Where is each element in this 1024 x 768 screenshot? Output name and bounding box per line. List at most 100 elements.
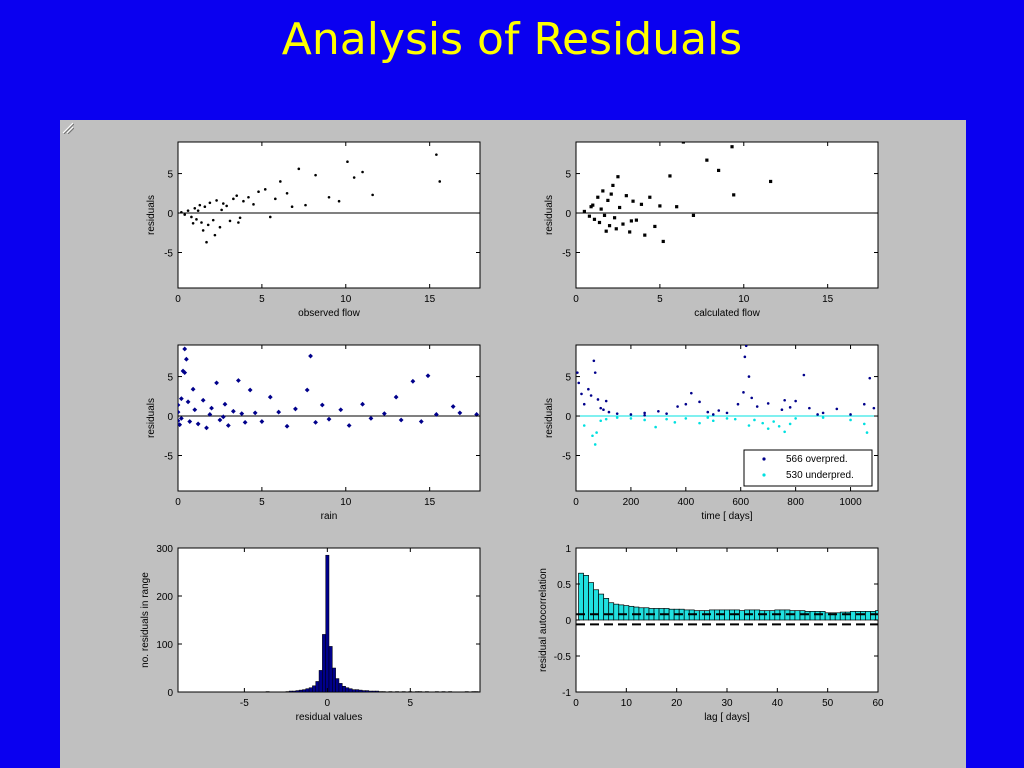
x-tick-label: 15 (424, 497, 436, 508)
data-point (346, 160, 349, 164)
x-tick-label: 0 (573, 497, 579, 508)
data-point (654, 425, 657, 429)
chart-rain: 0 5 10 15 5 0 -5 rain residuals (146, 344, 481, 522)
data-point (607, 410, 611, 414)
y-tick-label: -5 (164, 451, 173, 462)
data-point (628, 230, 632, 234)
data-point (257, 190, 260, 194)
data-point (808, 406, 811, 410)
data-point (668, 174, 672, 178)
data-point (717, 168, 721, 173)
data-point (196, 209, 200, 212)
data-point (213, 233, 217, 237)
histogram-bar (335, 678, 340, 692)
data-point (268, 215, 272, 219)
autocorrelation-bar (849, 611, 856, 621)
data-point (242, 419, 248, 425)
data-point (293, 406, 298, 412)
data-point (618, 205, 622, 210)
chart-acf: 0 10 20 30 40 50 60 1 0.5 0 -0.5 -1 lag [ days] resid… (538, 544, 884, 723)
data-point (186, 209, 190, 212)
histogram-bar (288, 690, 293, 692)
autocorrelation-bar (703, 610, 710, 621)
data-point (780, 408, 784, 412)
data-point (252, 410, 258, 416)
data-point (201, 229, 205, 232)
data-point (691, 213, 696, 217)
resize-grip-icon[interactable] (60, 120, 74, 134)
data-point (361, 170, 364, 174)
data-point (297, 167, 301, 171)
legend: 566 overpred. 530 underpred. (743, 449, 873, 487)
x-tick-label: 200 (623, 497, 640, 508)
data-point (217, 417, 223, 423)
data-point (629, 417, 633, 420)
x-axis-label: time [ days] (701, 511, 752, 522)
data-point (352, 176, 356, 179)
data-point (190, 386, 196, 392)
autocorrelation-bar (668, 608, 675, 621)
data-point (761, 421, 764, 425)
x-tick-label: 1000 (839, 497, 862, 508)
y-axis-label: no. residuals in range (140, 572, 151, 668)
x-tick-label: 800 (787, 497, 804, 508)
data-point (192, 407, 198, 413)
data-point (178, 418, 181, 424)
data-point (794, 417, 797, 420)
data-point (604, 417, 608, 421)
data-point (204, 425, 209, 431)
x-tick-label: 5 (408, 698, 414, 709)
data-point (337, 199, 341, 203)
data-point (675, 205, 679, 209)
histogram-bar (338, 683, 343, 692)
data-point (205, 240, 208, 244)
data-point (648, 195, 652, 199)
data-point (802, 373, 806, 377)
autocorrelation-bar (764, 610, 771, 621)
x-tick-label: -5 (240, 698, 249, 709)
data-point (209, 405, 214, 411)
data-point (239, 411, 245, 417)
autocorrelation-bar (598, 593, 605, 621)
autocorrelation-bar (698, 610, 705, 621)
data-point (195, 421, 201, 427)
data-point (657, 409, 660, 413)
data-point (215, 199, 218, 202)
data-point (198, 203, 202, 207)
data-point (225, 423, 231, 428)
data-point (313, 419, 318, 425)
histogram-bar (365, 690, 370, 692)
data-point (602, 213, 607, 217)
data-point (187, 419, 193, 424)
data-point (235, 194, 239, 197)
data-point (220, 414, 226, 420)
y-axis-label: residuals (146, 195, 157, 235)
data-point (195, 218, 198, 221)
data-point (725, 411, 729, 415)
autocorrelation-bar (593, 589, 599, 621)
data-point (753, 418, 756, 422)
data-point (326, 416, 332, 422)
data-point (591, 203, 595, 207)
x-tick-label: 50 (822, 698, 834, 709)
x-tick-label: 600 (732, 497, 749, 508)
data-point (717, 409, 721, 412)
x-tick-label: 60 (872, 698, 884, 709)
data-point (865, 431, 869, 434)
histogram-bar (328, 646, 333, 692)
x-axis-label: residual values (296, 712, 363, 723)
plot-area (177, 141, 481, 289)
data-point (304, 203, 307, 207)
data-point (604, 229, 608, 233)
data-point (599, 207, 603, 211)
data-point (582, 209, 586, 214)
slide-title: Analysis of Residuals (281, 14, 743, 65)
data-point (653, 224, 657, 229)
y-tick-label: 5 (565, 170, 571, 181)
data-point (200, 397, 206, 403)
data-point (684, 417, 688, 420)
data-point (711, 419, 715, 423)
data-point (593, 443, 597, 446)
plot-marks (178, 153, 480, 244)
